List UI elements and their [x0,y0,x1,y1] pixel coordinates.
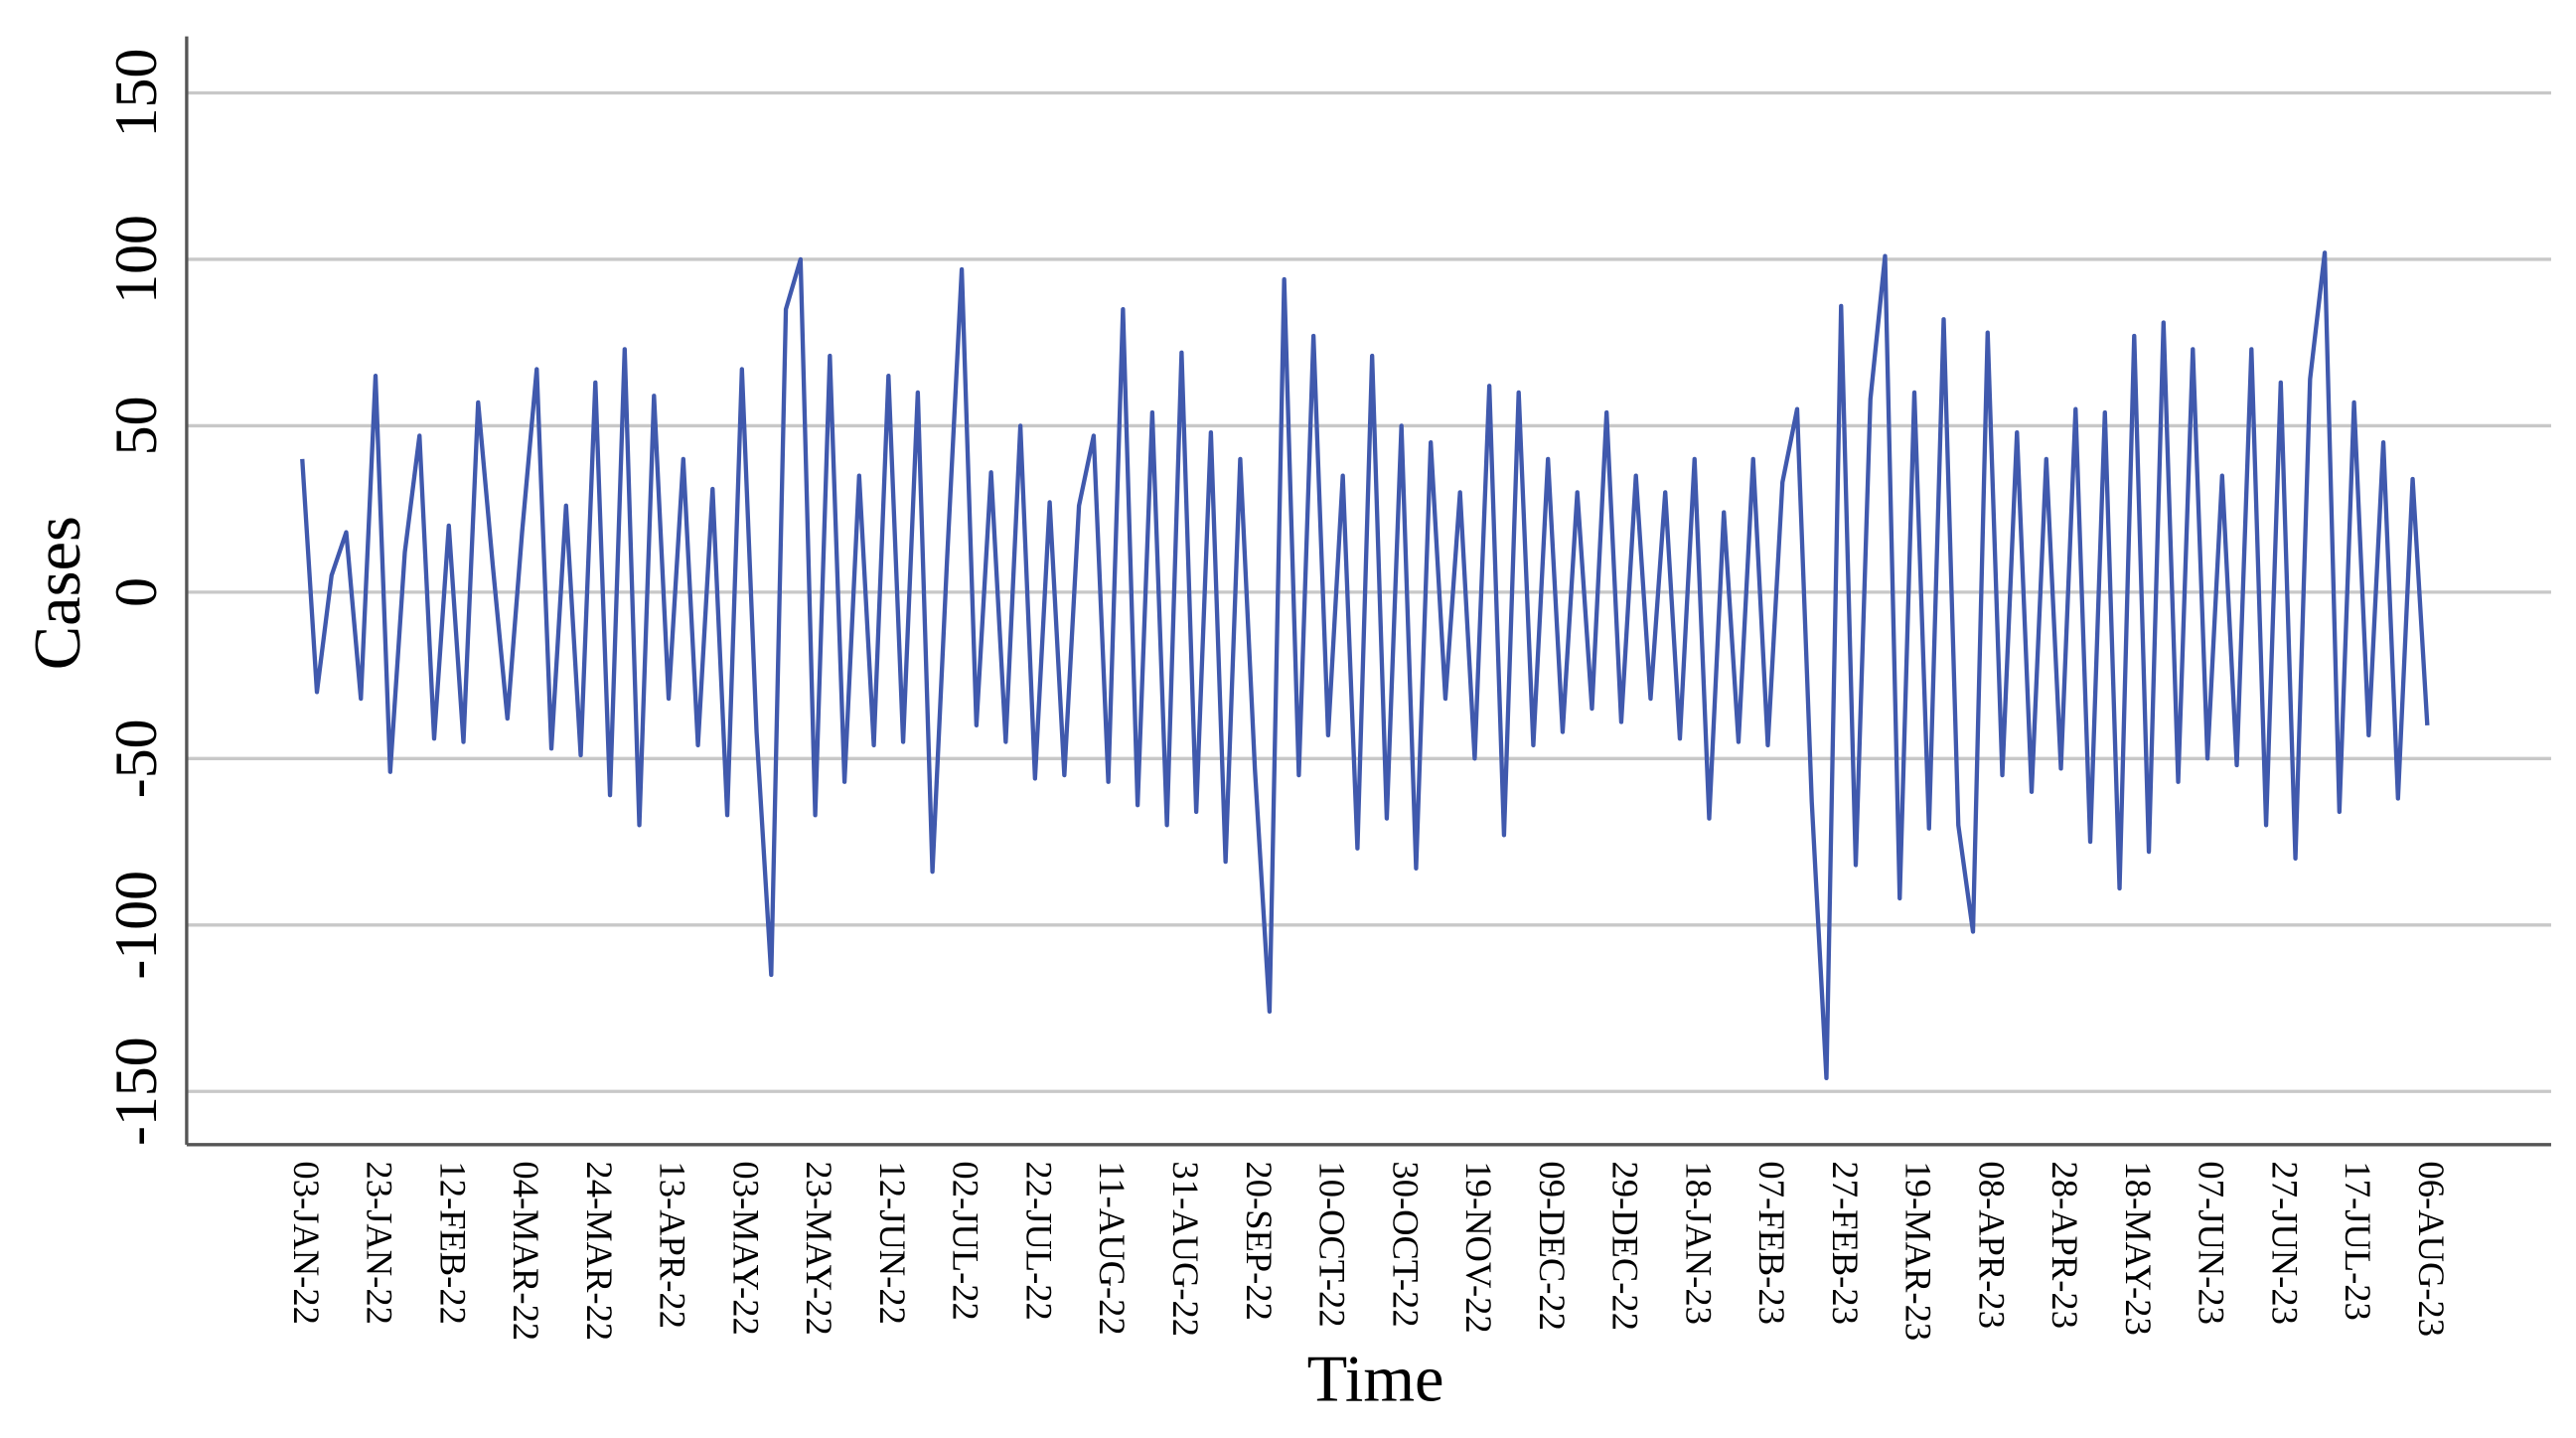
x-tick-label: 10-OCT-22 [1312,1161,1353,1327]
y-axis-title: Cases [22,516,94,670]
x-tick-label: 03-MAY-22 [725,1161,766,1335]
x-tick-label: 11-AUG-22 [1092,1161,1133,1335]
data-line [300,250,2430,1080]
x-tick-label: 06-AUG-23 [2411,1161,2452,1337]
y-tick-label: -50 [103,719,169,798]
x-tick-label: 31-AUG-22 [1165,1161,1206,1337]
x-tick-label: 12-JUN-22 [872,1161,913,1324]
x-tick-label: 19-MAR-23 [1898,1161,1939,1341]
y-tick-label: 0 [103,577,169,607]
x-tick-label: 27-FEB-23 [1825,1161,1866,1324]
y-tick-label: 150 [103,49,169,138]
x-tick-label: 18-JAN-23 [1678,1161,1719,1324]
x-tick-label: 28-APR-23 [2045,1161,2085,1329]
x-tick-label: 04-MAR-22 [506,1161,546,1341]
y-tick-label: -100 [103,871,169,980]
y-tick-label: 100 [103,215,169,304]
x-tick-label: 17-JUL-23 [2338,1161,2378,1320]
x-tick-label: 12-FEB-22 [432,1161,473,1324]
x-tick-label: 20-SEP-22 [1239,1161,1280,1320]
x-tick-label: 13-APR-22 [653,1161,693,1329]
x-axis-title: Time [1307,1343,1444,1415]
x-tick-label: 22-JUL-22 [1018,1161,1059,1320]
x-tick-label: 30-OCT-22 [1385,1161,1426,1327]
x-tick-label: 09-DEC-22 [1532,1161,1573,1331]
x-tick-label: 03-JAN-22 [286,1161,327,1324]
x-tick-label: 07-FEB-23 [1751,1161,1792,1324]
y-tick-label: -150 [103,1037,169,1146]
x-tick-label: 23-JAN-22 [360,1161,400,1324]
y-tick-label: 50 [103,396,169,455]
x-tick-label: 18-MAY-23 [2118,1161,2159,1335]
x-tick-label: 07-JUN-23 [2192,1161,2232,1324]
x-tick-label: 08-APR-23 [1971,1161,2012,1329]
x-tick-label: 27-JUN-23 [2264,1161,2305,1324]
x-tick-label: 29-DEC-22 [1605,1161,1646,1331]
x-tick-label: 19-NOV-22 [1458,1161,1499,1333]
x-tick-label: 23-MAY-22 [799,1161,839,1335]
x-tick-label: 02-JUL-22 [946,1161,986,1320]
x-tick-label: 24-MAR-22 [579,1161,620,1341]
